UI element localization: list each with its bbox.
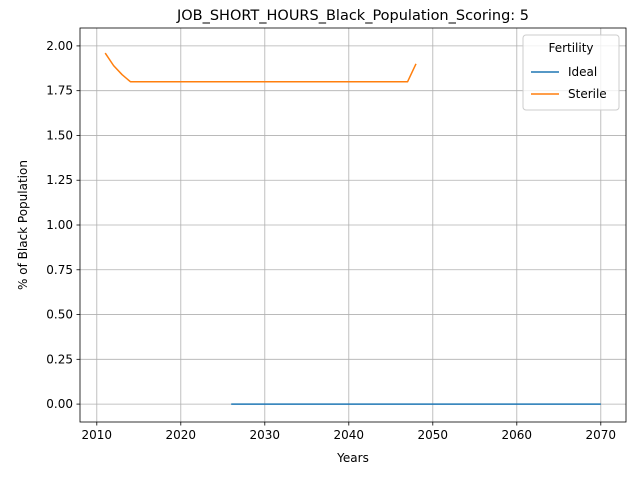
y-tick-label: 1.00 xyxy=(46,218,73,232)
legend-label-ideal: Ideal xyxy=(568,65,597,79)
y-tick-label: 0.00 xyxy=(46,397,73,411)
ticks: 2010 2020 2030 2040 2050 2060 2070 0.00 0.25 0.50… xyxy=(46,39,616,442)
grid xyxy=(80,28,626,422)
legend: Fertility Ideal Sterile xyxy=(522,34,620,111)
legend-title: Fertility xyxy=(548,41,593,55)
x-tick-label: 2040 xyxy=(334,428,365,442)
y-tick-label: 0.75 xyxy=(46,263,73,277)
y-tick-label: 1.25 xyxy=(46,173,73,187)
y-tick-label: 0.25 xyxy=(46,352,73,366)
x-tick-label: 2060 xyxy=(502,428,533,442)
series-lines xyxy=(104,52,601,405)
y-tick-label: 2.00 xyxy=(46,39,73,53)
legend-box xyxy=(522,34,620,111)
x-tick-label: 2050 xyxy=(418,428,449,442)
y-tick-label: 1.75 xyxy=(46,84,73,98)
series-line-sterile xyxy=(104,52,417,83)
x-tick-label: 2030 xyxy=(250,428,281,442)
x-tick-label: 2070 xyxy=(586,428,617,442)
chart-title: JOB_SHORT_HOURS_Black_Population_Scoring… xyxy=(176,8,529,24)
legend-label-sterile: Sterile xyxy=(568,87,607,101)
y-tick-label: 1.50 xyxy=(46,128,73,142)
y-axis-label: % of Black Population xyxy=(16,160,30,290)
legend-items: Ideal Sterile xyxy=(531,65,607,101)
x-tick-label: 2020 xyxy=(166,428,197,442)
x-axis-label: Years xyxy=(336,451,369,465)
y-tick-label: 0.50 xyxy=(46,308,73,322)
x-tick-label: 2010 xyxy=(82,428,113,442)
